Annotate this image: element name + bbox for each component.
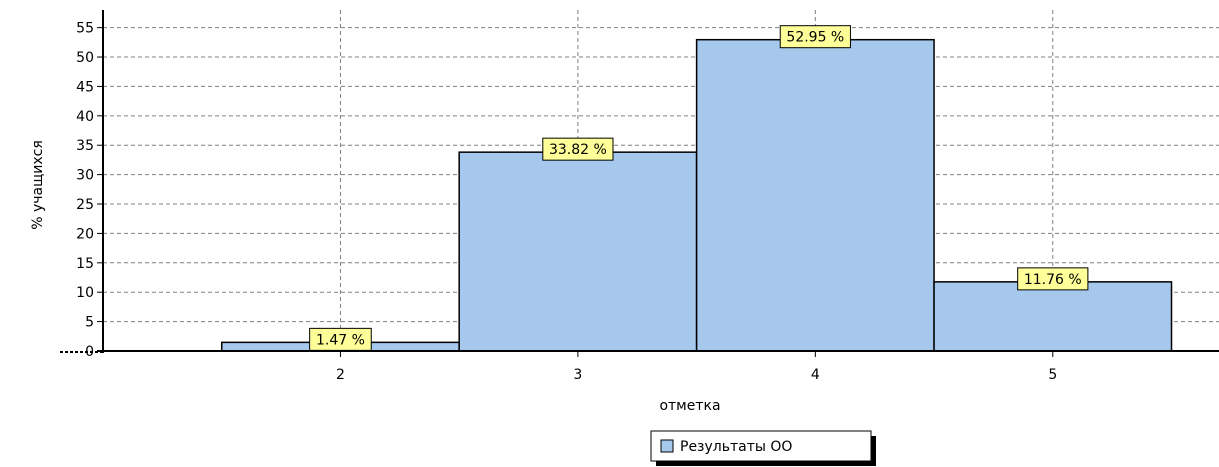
legend-label: Результаты ОО xyxy=(680,439,792,455)
data-label-text: 52.95 % xyxy=(786,30,844,46)
bar xyxy=(458,151,698,352)
y-tick-label: 25 xyxy=(76,197,94,213)
y-tick-label: 40 xyxy=(76,109,94,125)
x-tick-label: 5 xyxy=(1048,367,1057,383)
y-tick-label: 50 xyxy=(76,50,94,66)
data-label: 11.76 % xyxy=(1017,267,1089,291)
data-label-box xyxy=(779,25,851,49)
y-tick-label: 45 xyxy=(76,79,94,95)
data-label-box xyxy=(1017,267,1089,291)
y-tick-label: 35 xyxy=(76,138,94,154)
data-label-box xyxy=(542,137,614,161)
data-label-text: 1.47 % xyxy=(316,332,365,348)
data-label: 52.95 % xyxy=(779,25,851,49)
data-label-text: 11.76 % xyxy=(1024,272,1082,288)
y-tick-label: 30 xyxy=(76,168,94,184)
legend: Результаты ОО xyxy=(650,430,876,466)
bar xyxy=(695,38,935,352)
data-label-text: 33.82 % xyxy=(549,142,607,158)
x-tick-label: 2 xyxy=(336,367,345,383)
legend-swatch xyxy=(660,439,674,453)
y-tick-label: 15 xyxy=(76,256,94,272)
data-label: 1.47 % xyxy=(309,327,372,351)
x-tick-label: 4 xyxy=(811,367,820,383)
y-tick-label: 20 xyxy=(76,226,94,242)
bar xyxy=(933,281,1173,352)
x-axis-title: отметка xyxy=(659,398,720,414)
data-label-box xyxy=(309,327,372,351)
data-label: 33.82 % xyxy=(542,137,614,161)
bars-group xyxy=(220,38,1173,352)
y-tick-label: 55 xyxy=(76,21,94,37)
x-tick-label: 3 xyxy=(573,367,582,383)
y-tick-label: 0 xyxy=(85,344,94,360)
y-axis-title: % учащихся xyxy=(30,140,46,230)
y-tick-label: 5 xyxy=(85,315,94,331)
data-labels-group: 1.47 % 33.82 % 52.95 % 11.76 % xyxy=(309,25,1089,351)
legend-box xyxy=(650,430,872,462)
y-tick-label: 10 xyxy=(76,285,94,301)
